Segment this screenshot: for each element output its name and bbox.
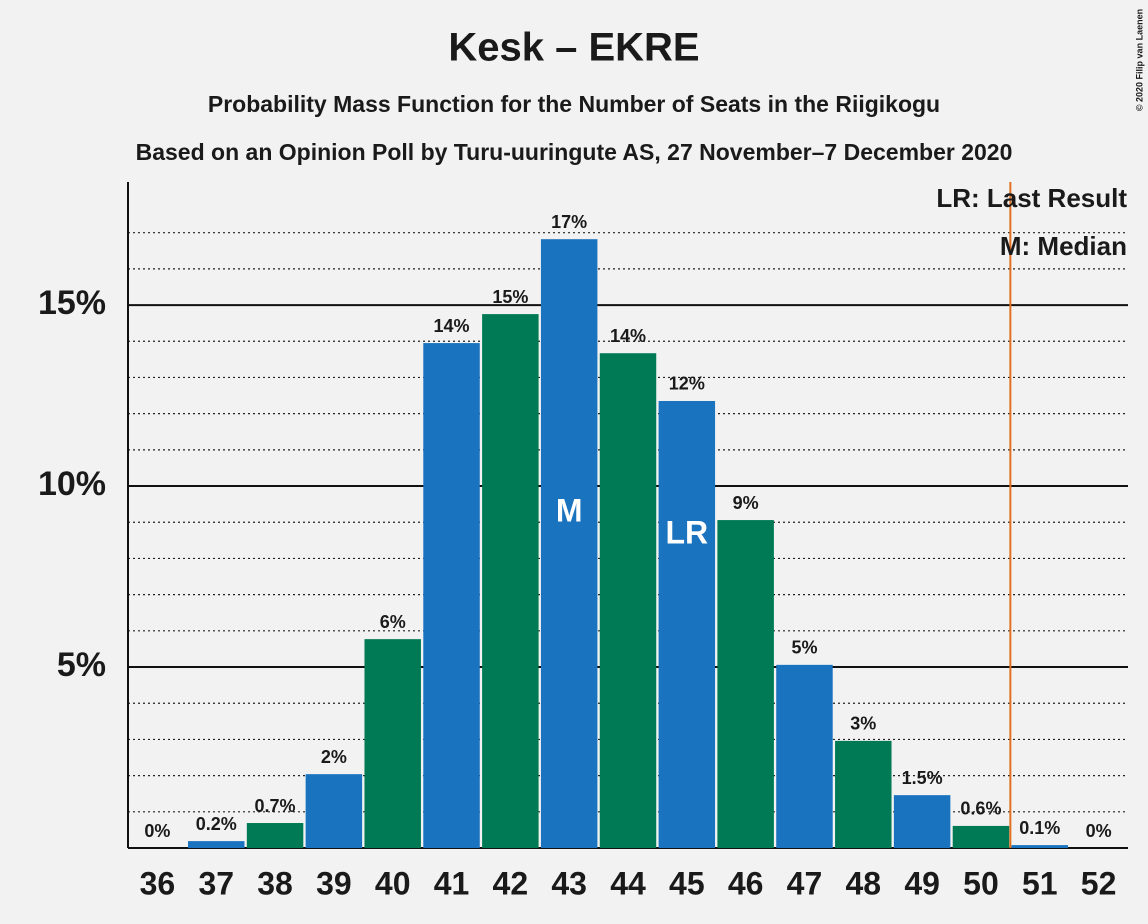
value-label: 12% [669,374,705,394]
x-tick-label: 47 [787,865,823,901]
legend-entry: M: Median [1000,231,1127,261]
x-tick-label: 39 [316,865,352,901]
bar [188,841,245,848]
value-label: 0.6% [960,799,1001,819]
value-label: 6% [380,612,406,632]
value-label: 14% [610,326,646,346]
value-label: 3% [850,714,876,734]
x-tick-label: 51 [1022,865,1058,901]
x-tick-label: 48 [845,865,881,901]
bar [246,823,304,848]
x-tick-label: 52 [1081,865,1117,901]
chart-subtitle: Based on an Opinion Poll by Turu-uuringu… [136,139,1013,165]
x-tick-label: 42 [493,865,529,901]
value-label: 0.7% [255,796,296,816]
value-label: 0.1% [1019,818,1060,838]
x-tick-label: 41 [434,865,470,901]
bar [835,740,892,848]
bar [1011,845,1068,848]
copyright: © 2020 Filip van Laenen [1134,9,1144,111]
x-tick-label: 45 [669,865,705,901]
value-label: 0.2% [196,814,237,834]
bar [540,239,598,848]
bar [305,774,363,848]
x-tick-label: 44 [610,865,646,901]
value-label: 2% [321,747,347,767]
bar [952,825,1010,848]
x-tick-label: 50 [963,865,999,901]
value-label: 1.5% [902,768,943,788]
value-label: 0% [144,821,170,841]
bar [364,639,421,848]
value-label: 5% [791,638,817,658]
x-tick-label: 49 [904,865,940,901]
legend-entry: LR: Last Result [936,183,1127,213]
value-label: 14% [434,316,470,336]
bar [658,400,716,848]
value-label: 0% [1086,821,1112,841]
bar [776,664,833,848]
value-label: 15% [492,287,528,307]
x-tick-label: 46 [728,865,764,901]
y-tick-label: 15% [38,284,106,322]
x-tick-label: 37 [198,865,234,901]
value-label: 17% [551,212,587,232]
bar [599,353,657,848]
value-label: 9% [733,493,759,513]
x-tick-label: 36 [140,865,176,901]
chart-title: Kesk – EKRE [448,26,699,70]
y-tick-label: 10% [38,465,106,503]
x-tick-label: 38 [257,865,293,901]
x-tick-label: 40 [375,865,411,901]
median-marker: M [556,493,583,529]
x-tick-label: 43 [551,865,587,901]
bar [717,520,774,848]
bar [893,795,951,848]
last_result-marker: LR [665,515,708,551]
y-tick-label: 5% [57,646,106,684]
chart-subtitle: Probability Mass Function for the Number… [208,91,940,117]
bar [423,343,480,848]
bar [482,314,539,848]
